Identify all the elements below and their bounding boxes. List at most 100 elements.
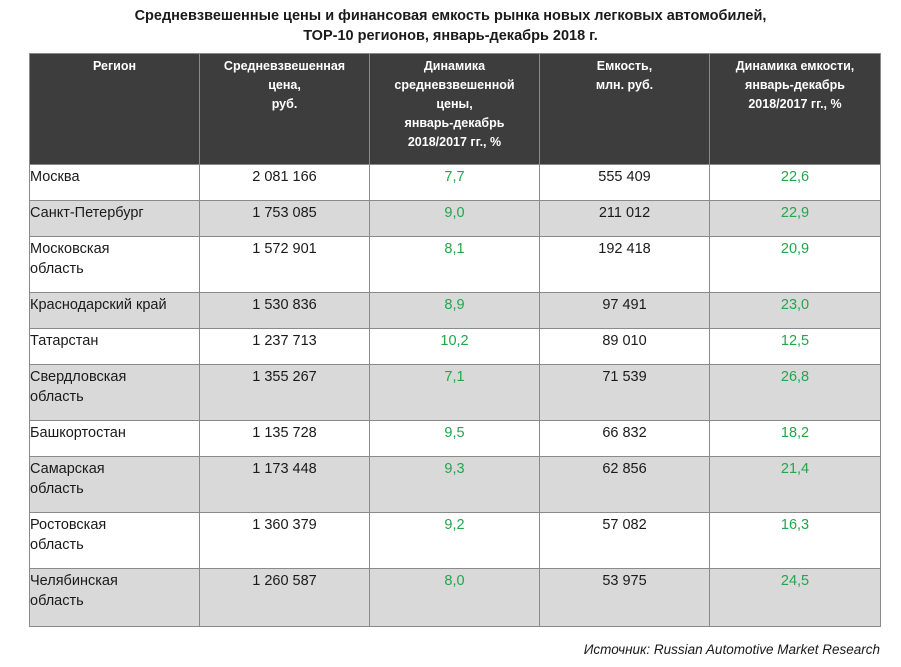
region-name: Самарская bbox=[30, 461, 105, 477]
region-cell: Башкортостан bbox=[29, 420, 200, 457]
capacity-cell: 211 012 bbox=[539, 200, 710, 237]
title-line-2: ТОР-10 регионов, январь-декабрь 2018 г. bbox=[303, 28, 598, 44]
table-row: Челябинская область 1 260 587 8,0 53 975… bbox=[29, 568, 881, 627]
capacity-change-cell: 16,3 bbox=[709, 512, 881, 569]
table-row: Самарская область 1 173 448 9,3 62 856 2… bbox=[29, 456, 881, 513]
header-text-line: средневзвешенной bbox=[394, 78, 515, 92]
capacity-change-cell: 22,6 bbox=[709, 164, 881, 201]
table-row: Ростовская область 1 360 379 9,2 57 082 … bbox=[29, 512, 881, 569]
header-capacity-change: Динамика емкости, январь-декабрь 2018/20… bbox=[709, 53, 881, 165]
header-price: Средневзвешенная цена, руб. bbox=[199, 53, 370, 165]
region-cell: Краснодарский край bbox=[29, 292, 200, 329]
region-name: Челябинская bbox=[30, 573, 118, 589]
price-cell: 1 237 713 bbox=[199, 328, 370, 365]
region-name: область bbox=[30, 389, 84, 405]
price-cell: 1 173 448 bbox=[199, 456, 370, 513]
capacity-change-cell: 26,8 bbox=[709, 364, 881, 421]
table-row: Санкт-Петербург 1 753 085 9,0 211 012 22… bbox=[29, 200, 881, 237]
header-text-line: 2018/2017 гг., % bbox=[407, 135, 502, 149]
header-text-line: руб. bbox=[271, 97, 298, 111]
region-name: Башкортостан bbox=[30, 425, 126, 441]
header-text-line: Емкость, bbox=[596, 59, 653, 73]
capacity-change-cell: 21,4 bbox=[709, 456, 881, 513]
region-name: область bbox=[30, 481, 84, 497]
price-cell: 1 572 901 bbox=[199, 236, 370, 293]
header-text-line: январь-декабрь bbox=[404, 116, 505, 130]
table-header-row: Регион Средневзвешенная цена, руб. Динам… bbox=[29, 53, 881, 165]
title-line-1: Средневзвешенные цены и финансовая емкос… bbox=[134, 8, 767, 24]
region-name: Санкт-Петербург bbox=[30, 205, 144, 221]
region-cell: Татарстан bbox=[29, 328, 200, 365]
region-cell: Московская область bbox=[29, 236, 200, 293]
capacity-cell: 62 856 bbox=[539, 456, 710, 513]
capacity-cell: 89 010 bbox=[539, 328, 710, 365]
header-text-line: Динамика bbox=[423, 59, 486, 73]
price-change-cell: 7,7 bbox=[369, 164, 540, 201]
header-capacity: Емкость, млн. руб. bbox=[539, 53, 710, 165]
region-name: Московская bbox=[30, 241, 110, 257]
price-change-cell: 8,9 bbox=[369, 292, 540, 329]
regions-table: Регион Средневзвешенная цена, руб. Динам… bbox=[29, 53, 881, 627]
header-text-line: Регион bbox=[92, 59, 137, 73]
header-text-line: цены, bbox=[436, 97, 473, 111]
price-cell: 1 260 587 bbox=[199, 568, 370, 627]
region-cell: Свердловская область bbox=[29, 364, 200, 421]
capacity-change-cell: 24,5 bbox=[709, 568, 881, 627]
header-region: Регион bbox=[29, 53, 200, 165]
table-row: Московская область 1 572 901 8,1 192 418… bbox=[29, 236, 881, 293]
price-change-cell: 8,0 bbox=[369, 568, 540, 627]
source-note: Источник: Russian Automotive Market Rese… bbox=[583, 642, 880, 657]
capacity-change-cell: 22,9 bbox=[709, 200, 881, 237]
region-cell: Челябинская область bbox=[29, 568, 200, 627]
region-name: область bbox=[30, 261, 84, 277]
price-cell: 1 530 836 bbox=[199, 292, 370, 329]
price-change-cell: 8,1 bbox=[369, 236, 540, 293]
region-name: Москва bbox=[30, 169, 80, 185]
table-title: Средневзвешенные цены и финансовая емкос… bbox=[0, 6, 901, 46]
capacity-change-cell: 18,2 bbox=[709, 420, 881, 457]
region-name: область bbox=[30, 593, 84, 609]
header-text-line: млн. руб. bbox=[595, 78, 654, 92]
table-row: Москва 2 081 166 7,7 555 409 22,6 bbox=[29, 164, 881, 201]
header-text-line: Средневзвешенная bbox=[223, 59, 346, 73]
capacity-cell: 71 539 bbox=[539, 364, 710, 421]
capacity-cell: 192 418 bbox=[539, 236, 710, 293]
table-row: Краснодарский край 1 530 836 8,9 97 491 … bbox=[29, 292, 881, 329]
region-cell: Ростовская область bbox=[29, 512, 200, 569]
price-change-cell: 10,2 bbox=[369, 328, 540, 365]
region-name: область bbox=[30, 537, 84, 553]
price-cell: 1 355 267 bbox=[199, 364, 370, 421]
price-change-cell: 9,0 bbox=[369, 200, 540, 237]
region-cell: Самарская область bbox=[29, 456, 200, 513]
capacity-cell: 53 975 bbox=[539, 568, 710, 627]
header-text-line: январь-декабрь bbox=[745, 78, 845, 92]
capacity-cell: 57 082 bbox=[539, 512, 710, 569]
price-change-cell: 9,3 bbox=[369, 456, 540, 513]
table-row: Башкортостан 1 135 728 9,5 66 832 18,2 bbox=[29, 420, 881, 457]
price-cell: 1 360 379 bbox=[199, 512, 370, 569]
price-change-cell: 7,1 bbox=[369, 364, 540, 421]
header-text-line: цена, bbox=[268, 78, 301, 92]
region-cell: Санкт-Петербург bbox=[29, 200, 200, 237]
table-row: Свердловская область 1 355 267 7,1 71 53… bbox=[29, 364, 881, 421]
header-price-change: Динамика средневзвешенной цены, январь-д… bbox=[369, 53, 540, 165]
capacity-cell: 555 409 bbox=[539, 164, 710, 201]
region-name: Свердловская bbox=[30, 369, 127, 385]
price-cell: 1 753 085 bbox=[199, 200, 370, 237]
price-cell: 1 135 728 bbox=[199, 420, 370, 457]
capacity-cell: 97 491 bbox=[539, 292, 710, 329]
region-cell: Москва bbox=[29, 164, 200, 201]
region-name: Краснодарский край bbox=[30, 297, 167, 313]
table-row: Татарстан 1 237 713 10,2 89 010 12,5 bbox=[29, 328, 881, 365]
header-text-line: 2018/2017 гг., % bbox=[748, 97, 842, 111]
price-change-cell: 9,2 bbox=[369, 512, 540, 569]
capacity-change-cell: 20,9 bbox=[709, 236, 881, 293]
capacity-change-cell: 23,0 bbox=[709, 292, 881, 329]
header-text-line: Динамика емкости, bbox=[735, 59, 855, 73]
capacity-change-cell: 12,5 bbox=[709, 328, 881, 365]
region-name: Татарстан bbox=[30, 333, 99, 349]
price-cell: 2 081 166 bbox=[199, 164, 370, 201]
price-change-cell: 9,5 bbox=[369, 420, 540, 457]
region-name: Ростовская bbox=[30, 517, 107, 533]
capacity-cell: 66 832 bbox=[539, 420, 710, 457]
